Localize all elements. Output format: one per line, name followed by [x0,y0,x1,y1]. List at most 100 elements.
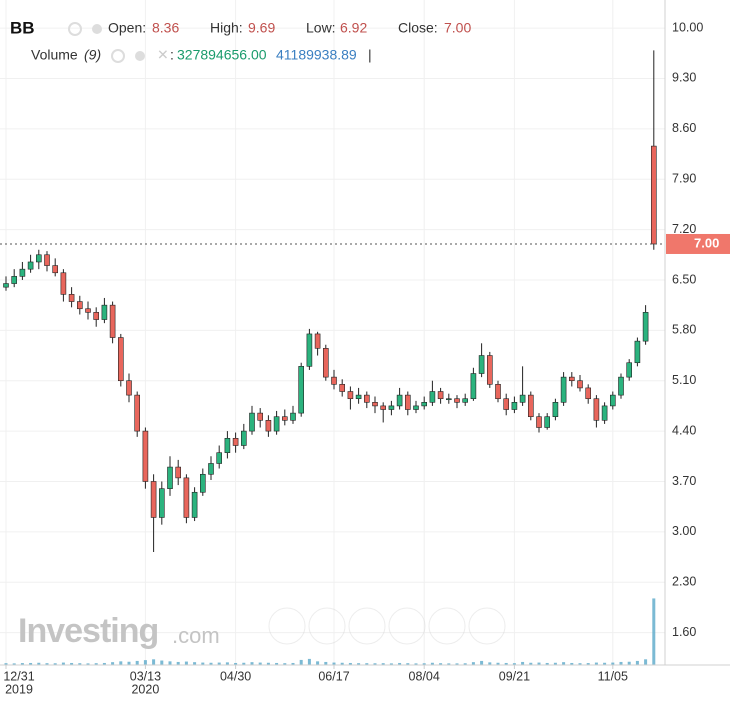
volume-bar [160,660,164,665]
volume-bar [496,662,500,665]
volume-bar [488,662,492,665]
volume-bar [398,662,402,665]
volume-bar [332,662,336,665]
last-price-label: 7.00 [694,235,719,250]
volume-bar [143,660,147,665]
x-tick-label: 08/04 [409,669,440,683]
candle-body [314,333,321,349]
scroll-left-button[interactable] [268,607,306,645]
candle-body [544,416,551,428]
volume-bar [119,661,123,665]
volume-bar [250,662,254,665]
candle-body [404,394,411,410]
y-tick-label: 8.60 [672,121,696,135]
volume-bar [61,662,65,665]
volume-bar [324,661,328,665]
x-tick-label: 04/30 [220,669,251,683]
candle-body [3,283,9,288]
eye-icon[interactable] [111,49,125,63]
candle-body [191,491,198,518]
candle-body [478,355,485,374]
candle-body [486,355,493,385]
volume-bar [184,661,188,665]
y-tick-label: 4.40 [672,423,696,437]
candle-body [634,340,641,364]
volume-bar [439,663,443,665]
candle-body [175,466,181,479]
candle-body [388,405,395,410]
volume-bar [365,663,369,665]
candle-body [445,398,452,401]
settings-icon[interactable] [92,24,102,34]
candle-body [355,394,362,400]
volume-bar [127,661,131,665]
candle-body [290,412,296,421]
candle-body [593,398,600,421]
volume-bar [53,663,57,665]
candle-body [183,477,190,518]
settings-icon[interactable] [135,51,145,61]
volume-bar [168,661,172,665]
volume-bar [529,662,533,665]
volume-bar [603,662,607,665]
close-label: Close: [398,20,438,36]
candle-body [101,304,108,320]
volume-bar [201,662,205,665]
candle-body [339,384,346,392]
volume-bar [12,663,16,665]
low-label: Low: [306,20,336,36]
volume-bar [291,662,295,665]
volume-bar [570,662,574,665]
volume-bar [463,663,467,665]
volume-bar [652,598,656,665]
volume-bar [611,662,615,665]
zoom-in-button[interactable] [308,607,346,645]
volume-value: 327894656.00 [177,47,267,63]
candle-body [35,254,42,263]
zoom-fit-button[interactable] [388,607,426,645]
y-tick-label: 10.00 [672,20,703,34]
zoom-out-button[interactable] [348,607,386,645]
candle-body [44,254,50,266]
volume-bar [70,662,74,665]
volume-bar [553,662,557,665]
close-icon[interactable]: ✕ [157,47,169,63]
volume-bar [45,663,49,665]
volume-bar [619,661,623,665]
open-label: Open: [108,20,146,36]
volume-bar [283,663,287,665]
candle-body [527,394,534,418]
candle-body [257,412,264,421]
volume-ma-value: 41189938.89 [276,47,357,63]
volume-bar [4,663,8,665]
volume-bar [275,662,279,665]
x-tick-label: 11/05 [598,669,628,683]
volume-bar [406,663,410,665]
volume-bar [225,662,229,665]
candle-body [159,488,165,518]
reset-button[interactable] [428,607,466,645]
volume-bar [176,661,180,665]
volume-bar [37,662,41,665]
candle-body [216,452,222,464]
scroll-right-button[interactable] [468,607,506,645]
volume-bar [504,662,508,665]
volume-bar [340,662,344,665]
candles [3,50,657,553]
volume-bar [594,662,598,665]
volume-bar [471,662,475,665]
volume-bar [389,663,393,665]
x-tick-year: 2020 [131,682,159,696]
y-tick-label: 7.90 [672,172,696,186]
candle-body [331,376,337,385]
x-tick-label: 09/21 [499,669,530,683]
y-tick-label: 7.20 [672,222,696,236]
eye-icon[interactable] [68,22,82,36]
volume-bar [217,662,221,665]
volume-bar [447,663,451,665]
symbol: BB [10,18,35,37]
volume-bar [111,662,115,665]
x-tick-label: 03/13 [130,669,161,683]
